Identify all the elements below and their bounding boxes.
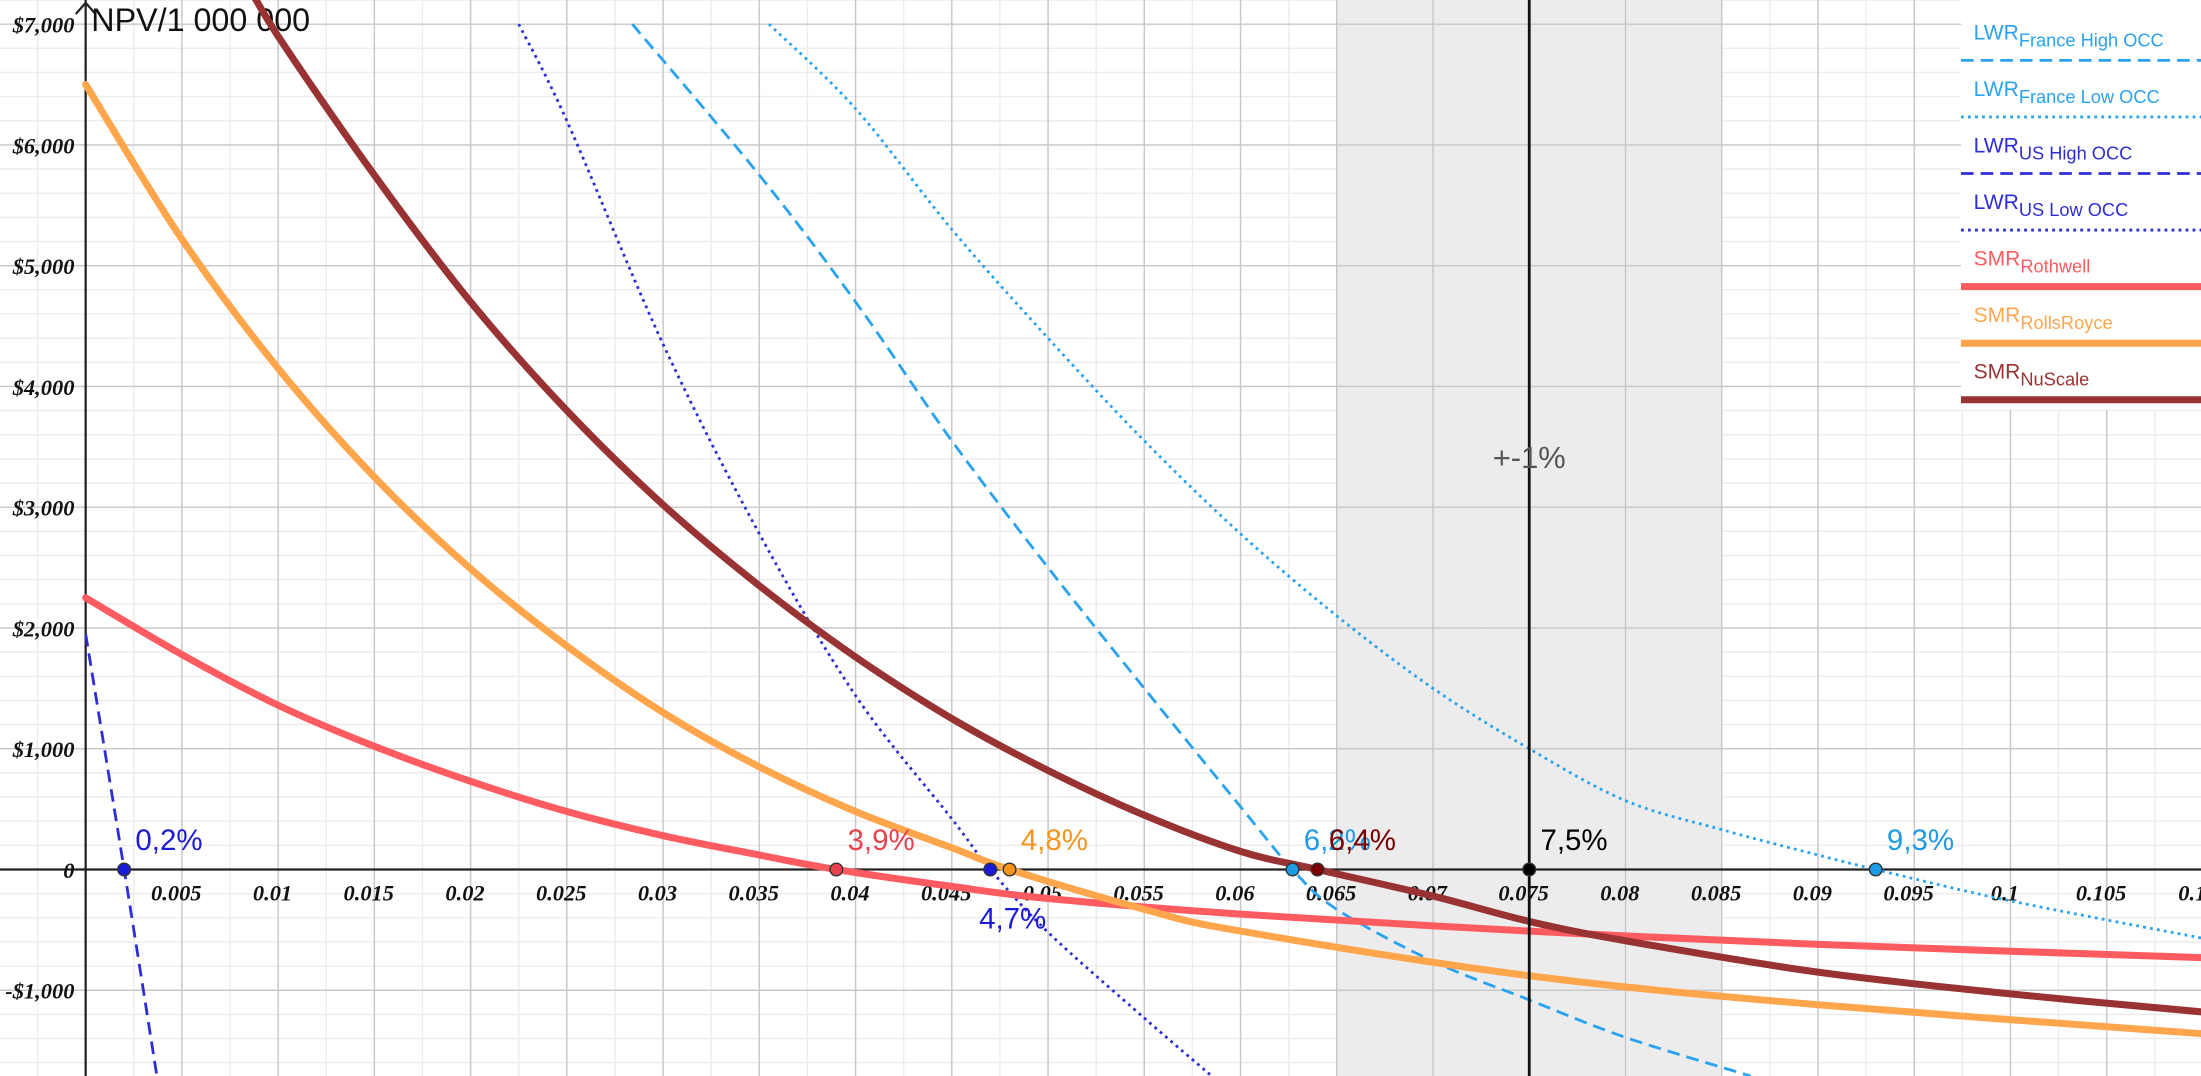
y-tick-label: $2,000 bbox=[12, 616, 75, 641]
legend-text: SMRNuScale bbox=[1974, 361, 2090, 390]
root-marker bbox=[1285, 862, 1300, 877]
x-tick-label: 0.11 bbox=[2178, 880, 2201, 905]
y-tick-label: $6,000 bbox=[12, 133, 75, 158]
legend-subscript: RollsRoyce bbox=[2020, 312, 2112, 333]
x-tick-label: 0.095 bbox=[1883, 880, 1933, 905]
y-axis-arrow bbox=[74, 1, 97, 15]
x-tick-label: 0.015 bbox=[344, 880, 394, 905]
root-marker bbox=[983, 862, 998, 877]
legend-subscript: US Low OCC bbox=[2019, 199, 2128, 220]
legend-name: LWR bbox=[1974, 21, 2019, 44]
x-tick-label: 0.08 bbox=[1600, 880, 1639, 905]
x-tick-label: 0.02 bbox=[445, 880, 484, 905]
root-marker bbox=[1002, 862, 1017, 877]
x-tick-label: 0.085 bbox=[1691, 880, 1741, 905]
x-tick-label: 0.06 bbox=[1215, 880, 1255, 905]
root-label: 4,7% bbox=[979, 902, 1046, 935]
legend-name: SMR bbox=[1974, 248, 2021, 271]
x-tick-label: 0.09 bbox=[1793, 880, 1832, 905]
root-label: 6,4% bbox=[1329, 824, 1396, 857]
y-tick-label: 0 bbox=[63, 858, 74, 883]
legend-name: LWR bbox=[1974, 134, 2019, 157]
legend-name: LWR bbox=[1974, 78, 2019, 101]
legend-text: LWRUS Low OCC bbox=[1974, 191, 2129, 220]
root-marker bbox=[829, 862, 844, 877]
legend-text: SMRRollsRoyce bbox=[1974, 304, 2113, 333]
legend-subscript: NuScale bbox=[2020, 369, 2089, 390]
legend-text: LWRFrance Low OCC bbox=[1974, 78, 2160, 107]
root-label: 3,9% bbox=[848, 824, 915, 857]
y-tick-label: $5,000 bbox=[12, 254, 75, 279]
legend-name: SMR bbox=[1974, 361, 2021, 384]
legend-name: SMR bbox=[1974, 304, 2021, 327]
root-label: 0,2% bbox=[135, 824, 202, 857]
y-tick-label: $1,000 bbox=[12, 737, 75, 762]
legend-text: LWRFrance High OCC bbox=[1974, 21, 2164, 50]
x-tick-label: 0.03 bbox=[638, 880, 677, 905]
legend-subscript: France High OCC bbox=[2019, 29, 2164, 50]
root-label: 7,5% bbox=[1540, 824, 1607, 857]
root-label: 9,3% bbox=[1887, 824, 1954, 857]
root-marker bbox=[1310, 862, 1325, 877]
y-tick-label: $7,000 bbox=[12, 13, 75, 38]
curve bbox=[517, 23, 1213, 1076]
root-marker bbox=[1522, 862, 1537, 877]
x-tick-label: 0.035 bbox=[728, 880, 778, 905]
x-tick-label: 0.075 bbox=[1498, 880, 1548, 905]
band-label: +-1% bbox=[1493, 440, 1566, 475]
legend-subscript: France Low OCC bbox=[2019, 86, 2160, 107]
x-tick-label: 0.105 bbox=[2076, 880, 2126, 905]
legend-subscript: US High OCC bbox=[2019, 142, 2132, 163]
root-label: 4,8% bbox=[1021, 824, 1088, 857]
y-tick-label: $3,000 bbox=[12, 496, 75, 521]
x-tick-label: 0.005 bbox=[151, 880, 201, 905]
root-marker bbox=[117, 862, 132, 877]
curve bbox=[251, 0, 2201, 1016]
legend-text: LWRUS High OCC bbox=[1974, 134, 2133, 163]
root-label: 6,2% bbox=[1304, 824, 1371, 857]
x-tick-label: 0.01 bbox=[253, 880, 292, 905]
x-tick-label: 0.04 bbox=[830, 880, 869, 905]
x-tick-label: 0.025 bbox=[536, 880, 586, 905]
y-tick-label: $4,000 bbox=[12, 375, 75, 400]
root-marker bbox=[1868, 862, 1883, 877]
y-tick-label: -$1,000 bbox=[5, 979, 74, 1004]
legend-text: SMRRothwell bbox=[1974, 248, 2091, 277]
legend-name: LWR bbox=[1974, 191, 2019, 214]
legend-subscript: Rothwell bbox=[2020, 256, 2090, 277]
curve bbox=[82, 81, 2201, 1038]
